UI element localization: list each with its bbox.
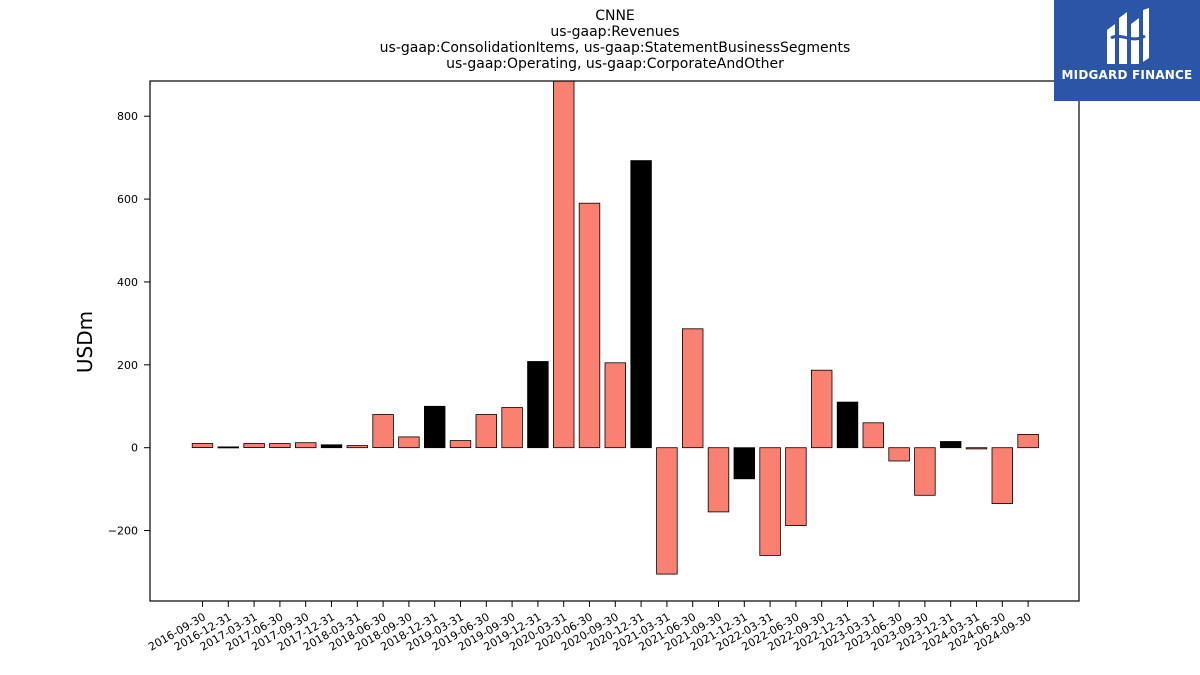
bar-2018-06-30 (372, 414, 394, 448)
bar-2020-09-30 (604, 362, 627, 449)
y-axis-ticks: −200 0 200 400 600 800 (108, 110, 150, 538)
logo-text: MIDGARD FINANCE (1061, 68, 1193, 82)
bar-2023-12-31 (940, 441, 962, 449)
bar-2023-09-30 (914, 447, 936, 496)
bar-2020-03-31 (553, 80, 575, 449)
bar-2019-03-31 (449, 440, 472, 449)
bar-2022-09-30 (811, 369, 833, 449)
midgard-logo-icon (1107, 8, 1149, 64)
bar-2018-12-31 (423, 405, 446, 449)
bar-2016-12-31 (217, 446, 240, 449)
bar-2016-09-30 (191, 443, 214, 448)
bar-2021-06-30 (682, 328, 704, 449)
y-tick-label: −200 (108, 525, 138, 538)
plot-frame (149, 80, 1080, 602)
bar-2019-12-31 (527, 361, 549, 449)
bar-2021-09-30 (707, 447, 730, 513)
bar-2018-03-31 (346, 445, 369, 449)
bar-2019-09-30 (501, 407, 523, 449)
x-axis-ticks: 2016-09-302016-12-312017-03-312017-06-30… (146, 601, 1034, 654)
midgard-finance-logo: MIDGARD FINANCE (1054, 0, 1200, 101)
bar-2023-06-30 (888, 447, 910, 462)
bar-2020-06-30 (578, 202, 601, 449)
bar-2022-03-31 (759, 447, 781, 556)
y-tick-label: 800 (117, 110, 138, 123)
chart-title-line: us-gaap:Operating, us-gaap:CorporateAndO… (446, 56, 784, 72)
y-tick-label: 400 (117, 276, 138, 289)
bar-2017-06-30 (269, 443, 291, 448)
chart-title-line: us-gaap:ConsolidationItems, us-gaap:Stat… (380, 40, 851, 56)
bar-2022-06-30 (785, 447, 807, 527)
y-tick-label: 0 (131, 442, 138, 455)
bar-2017-12-31 (320, 444, 343, 449)
bar-2024-03-31 (965, 447, 988, 450)
bar-2021-03-31 (656, 447, 678, 575)
bars (191, 80, 1039, 575)
bar-2019-06-30 (475, 414, 498, 448)
chart-title-line: CNNE (595, 8, 635, 24)
bar-2021-12-31 (733, 447, 756, 480)
y-tick-label: 600 (117, 193, 138, 206)
bar-2024-06-30 (991, 447, 1014, 505)
chart-title: CNNEus-gaap:Revenuesus-gaap:Consolidatio… (380, 8, 851, 72)
bar-2024-09-30 (1017, 433, 1039, 449)
bar-2017-09-30 (294, 442, 317, 449)
bar-2023-03-31 (862, 422, 885, 449)
y-tick-label: 200 (117, 359, 138, 372)
bar-2018-09-30 (398, 436, 420, 449)
bar-2022-12-31 (836, 401, 859, 449)
bar-2017-03-31 (243, 443, 265, 448)
chart-title-line: us-gaap:Revenues (550, 24, 679, 40)
y-axis-label: USDm (73, 311, 97, 373)
bar-2020-12-31 (630, 160, 652, 449)
